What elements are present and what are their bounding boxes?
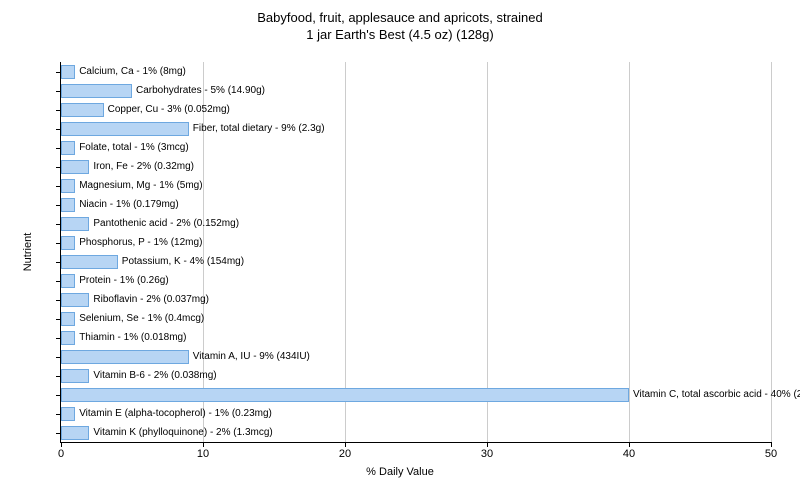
nutrient-bar bbox=[61, 103, 104, 117]
nutrient-bar-label: Copper, Cu - 3% (0.052mg) bbox=[108, 103, 230, 117]
nutrient-bar bbox=[61, 122, 189, 136]
nutrient-bar-label: Potassium, K - 4% (154mg) bbox=[122, 255, 244, 269]
x-axis-label: % Daily Value bbox=[366, 466, 434, 478]
x-tick-label: 40 bbox=[623, 448, 635, 460]
title-line-2: 1 jar Earth's Best (4.5 oz) (128g) bbox=[306, 27, 493, 42]
x-tick bbox=[487, 442, 488, 447]
nutrient-bar-label: Vitamin B-6 - 2% (0.038mg) bbox=[93, 369, 216, 383]
x-tick-label: 50 bbox=[765, 448, 777, 460]
gridline bbox=[487, 62, 488, 442]
nutrient-bar bbox=[61, 198, 75, 212]
x-tick bbox=[345, 442, 346, 447]
x-tick-label: 30 bbox=[481, 448, 493, 460]
nutrient-bar bbox=[61, 274, 75, 288]
nutrient-bar bbox=[61, 407, 75, 421]
nutrient-bar bbox=[61, 369, 89, 383]
nutrient-bar bbox=[61, 255, 118, 269]
nutrient-bar-label: Thiamin - 1% (0.018mg) bbox=[79, 331, 186, 345]
nutrient-bar-label: Vitamin C, total ascorbic acid - 40% (24… bbox=[633, 388, 800, 402]
nutrient-bar-label: Niacin - 1% (0.179mg) bbox=[79, 198, 178, 212]
gridline bbox=[345, 62, 346, 442]
nutrient-bar-label: Calcium, Ca - 1% (8mg) bbox=[79, 65, 186, 79]
nutrient-bar-label: Vitamin E (alpha-tocopherol) - 1% (0.23m… bbox=[79, 407, 272, 421]
nutrient-bar bbox=[61, 236, 75, 250]
nutrient-bar bbox=[61, 84, 132, 98]
nutrient-bar bbox=[61, 331, 75, 345]
title-line-1: Babyfood, fruit, applesauce and apricots… bbox=[257, 10, 542, 25]
x-tick-label: 0 bbox=[58, 448, 64, 460]
x-tick bbox=[61, 442, 62, 447]
nutrient-bar bbox=[61, 388, 629, 402]
x-tick bbox=[203, 442, 204, 447]
nutrient-bar-label: Phosphorus, P - 1% (12mg) bbox=[79, 236, 202, 250]
nutrient-bar bbox=[61, 160, 89, 174]
x-tick-label: 20 bbox=[339, 448, 351, 460]
gridline bbox=[629, 62, 630, 442]
nutrient-bar bbox=[61, 141, 75, 155]
x-tick-label: 10 bbox=[197, 448, 209, 460]
nutrient-bar-label: Carbohydrates - 5% (14.90g) bbox=[136, 84, 265, 98]
nutrient-bar bbox=[61, 312, 75, 326]
nutrient-bar-label: Vitamin K (phylloquinone) - 2% (1.3mcg) bbox=[93, 426, 272, 440]
x-tick bbox=[771, 442, 772, 447]
nutrient-chart: Babyfood, fruit, applesauce and apricots… bbox=[0, 0, 800, 500]
nutrient-bar bbox=[61, 426, 89, 440]
nutrient-bar-label: Selenium, Se - 1% (0.4mcg) bbox=[79, 312, 204, 326]
chart-title: Babyfood, fruit, applesauce and apricots… bbox=[0, 0, 800, 44]
plot-area: 01020304050Calcium, Ca - 1% (8mg)Carbohy… bbox=[60, 62, 771, 443]
y-axis-label: Nutrient bbox=[22, 233, 34, 272]
gridline bbox=[203, 62, 204, 442]
nutrient-bar bbox=[61, 65, 75, 79]
nutrient-bar bbox=[61, 350, 189, 364]
nutrient-bar-label: Pantothenic acid - 2% (0.152mg) bbox=[93, 217, 239, 231]
x-tick bbox=[629, 442, 630, 447]
nutrient-bar-label: Riboflavin - 2% (0.037mg) bbox=[93, 293, 209, 307]
nutrient-bar-label: Magnesium, Mg - 1% (5mg) bbox=[79, 179, 202, 193]
nutrient-bar-label: Folate, total - 1% (3mcg) bbox=[79, 141, 188, 155]
nutrient-bar-label: Fiber, total dietary - 9% (2.3g) bbox=[193, 122, 325, 136]
nutrient-bar-label: Iron, Fe - 2% (0.32mg) bbox=[93, 160, 194, 174]
nutrient-bar-label: Protein - 1% (0.26g) bbox=[79, 274, 169, 288]
nutrient-bar-label: Vitamin A, IU - 9% (434IU) bbox=[193, 350, 310, 364]
nutrient-bar bbox=[61, 293, 89, 307]
nutrient-bar bbox=[61, 179, 75, 193]
gridline bbox=[771, 62, 772, 442]
nutrient-bar bbox=[61, 217, 89, 231]
